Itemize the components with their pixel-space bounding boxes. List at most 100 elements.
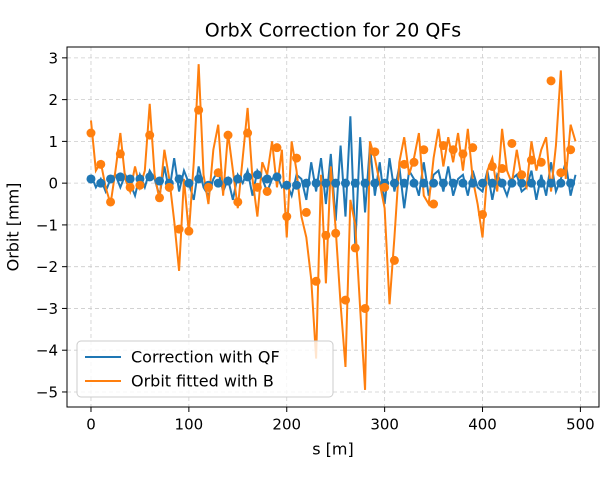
marker [448,145,458,155]
marker [125,182,135,192]
y-tick-label: −2 [36,258,58,276]
marker [526,155,536,165]
marker [350,178,360,188]
marker [311,178,321,188]
marker [135,180,145,190]
x-tick-label: 100 [175,416,204,434]
marker [86,128,96,138]
marker [458,149,468,159]
marker [301,178,311,188]
legend-label: Correction with QF [131,348,280,367]
marker [399,178,409,188]
marker [419,145,429,155]
marker [252,170,262,180]
marker [106,174,116,184]
marker [321,178,331,188]
marker [566,178,576,188]
marker [272,143,282,153]
marker [556,178,566,188]
marker [566,145,576,155]
x-tick-label: 200 [272,416,301,434]
marker [448,178,458,188]
marker [556,168,566,178]
marker [262,174,272,184]
marker [399,159,409,169]
marker [370,178,380,188]
x-tick-label: 300 [370,416,399,434]
marker [292,153,302,163]
marker [546,76,556,86]
marker [282,180,292,190]
y-tick-label: −5 [36,383,58,401]
marker [174,174,184,184]
marker [223,130,233,140]
y-tick-label: 0 [48,175,58,193]
marker [546,178,556,188]
marker [507,178,517,188]
marker [164,182,174,192]
legend-box [76,340,334,398]
marker [389,178,399,188]
marker [184,178,194,188]
marker [155,176,165,186]
marker [438,178,448,188]
marker [419,178,429,188]
marker [517,170,527,180]
marker [429,199,439,209]
marker [350,243,360,253]
marker [536,157,546,167]
x-tick-label: 400 [468,416,497,434]
marker [243,128,253,138]
marker [145,172,155,182]
marker [252,182,262,192]
marker [468,143,478,153]
marker [272,172,282,182]
marker [458,178,468,188]
marker [106,197,116,207]
marker [497,178,507,188]
marker [86,174,96,184]
y-tick-label: 3 [48,49,58,67]
marker [96,178,106,188]
marker [389,255,399,265]
marker [282,212,292,222]
marker [213,168,223,178]
marker [340,295,350,305]
marker [262,187,272,197]
marker [526,178,536,188]
marker [380,182,390,192]
marker [145,130,155,140]
x-axis-label: s [m] [312,440,354,459]
marker [115,149,125,159]
marker [194,105,204,115]
marker [429,178,439,188]
marker [155,193,165,203]
marker [478,178,488,188]
marker [360,303,370,313]
marker [213,178,223,188]
marker [125,174,135,184]
marker [536,178,546,188]
marker [243,172,253,182]
marker [321,230,331,240]
y-tick-label: −4 [36,342,58,360]
marker [360,178,370,188]
marker [478,209,488,219]
marker [292,180,302,190]
marker [135,174,145,184]
marker [517,178,527,188]
marker [184,226,194,236]
plot-frame [66,46,600,408]
x-tick-label: 500 [566,416,595,434]
x-tick-label: 0 [86,416,96,434]
marker [233,197,243,207]
y-tick-label: 2 [48,91,58,109]
marker [468,178,478,188]
marker [409,178,419,188]
marker [487,178,497,188]
marker [301,207,311,217]
series-line [89,64,577,390]
marker [340,178,350,188]
